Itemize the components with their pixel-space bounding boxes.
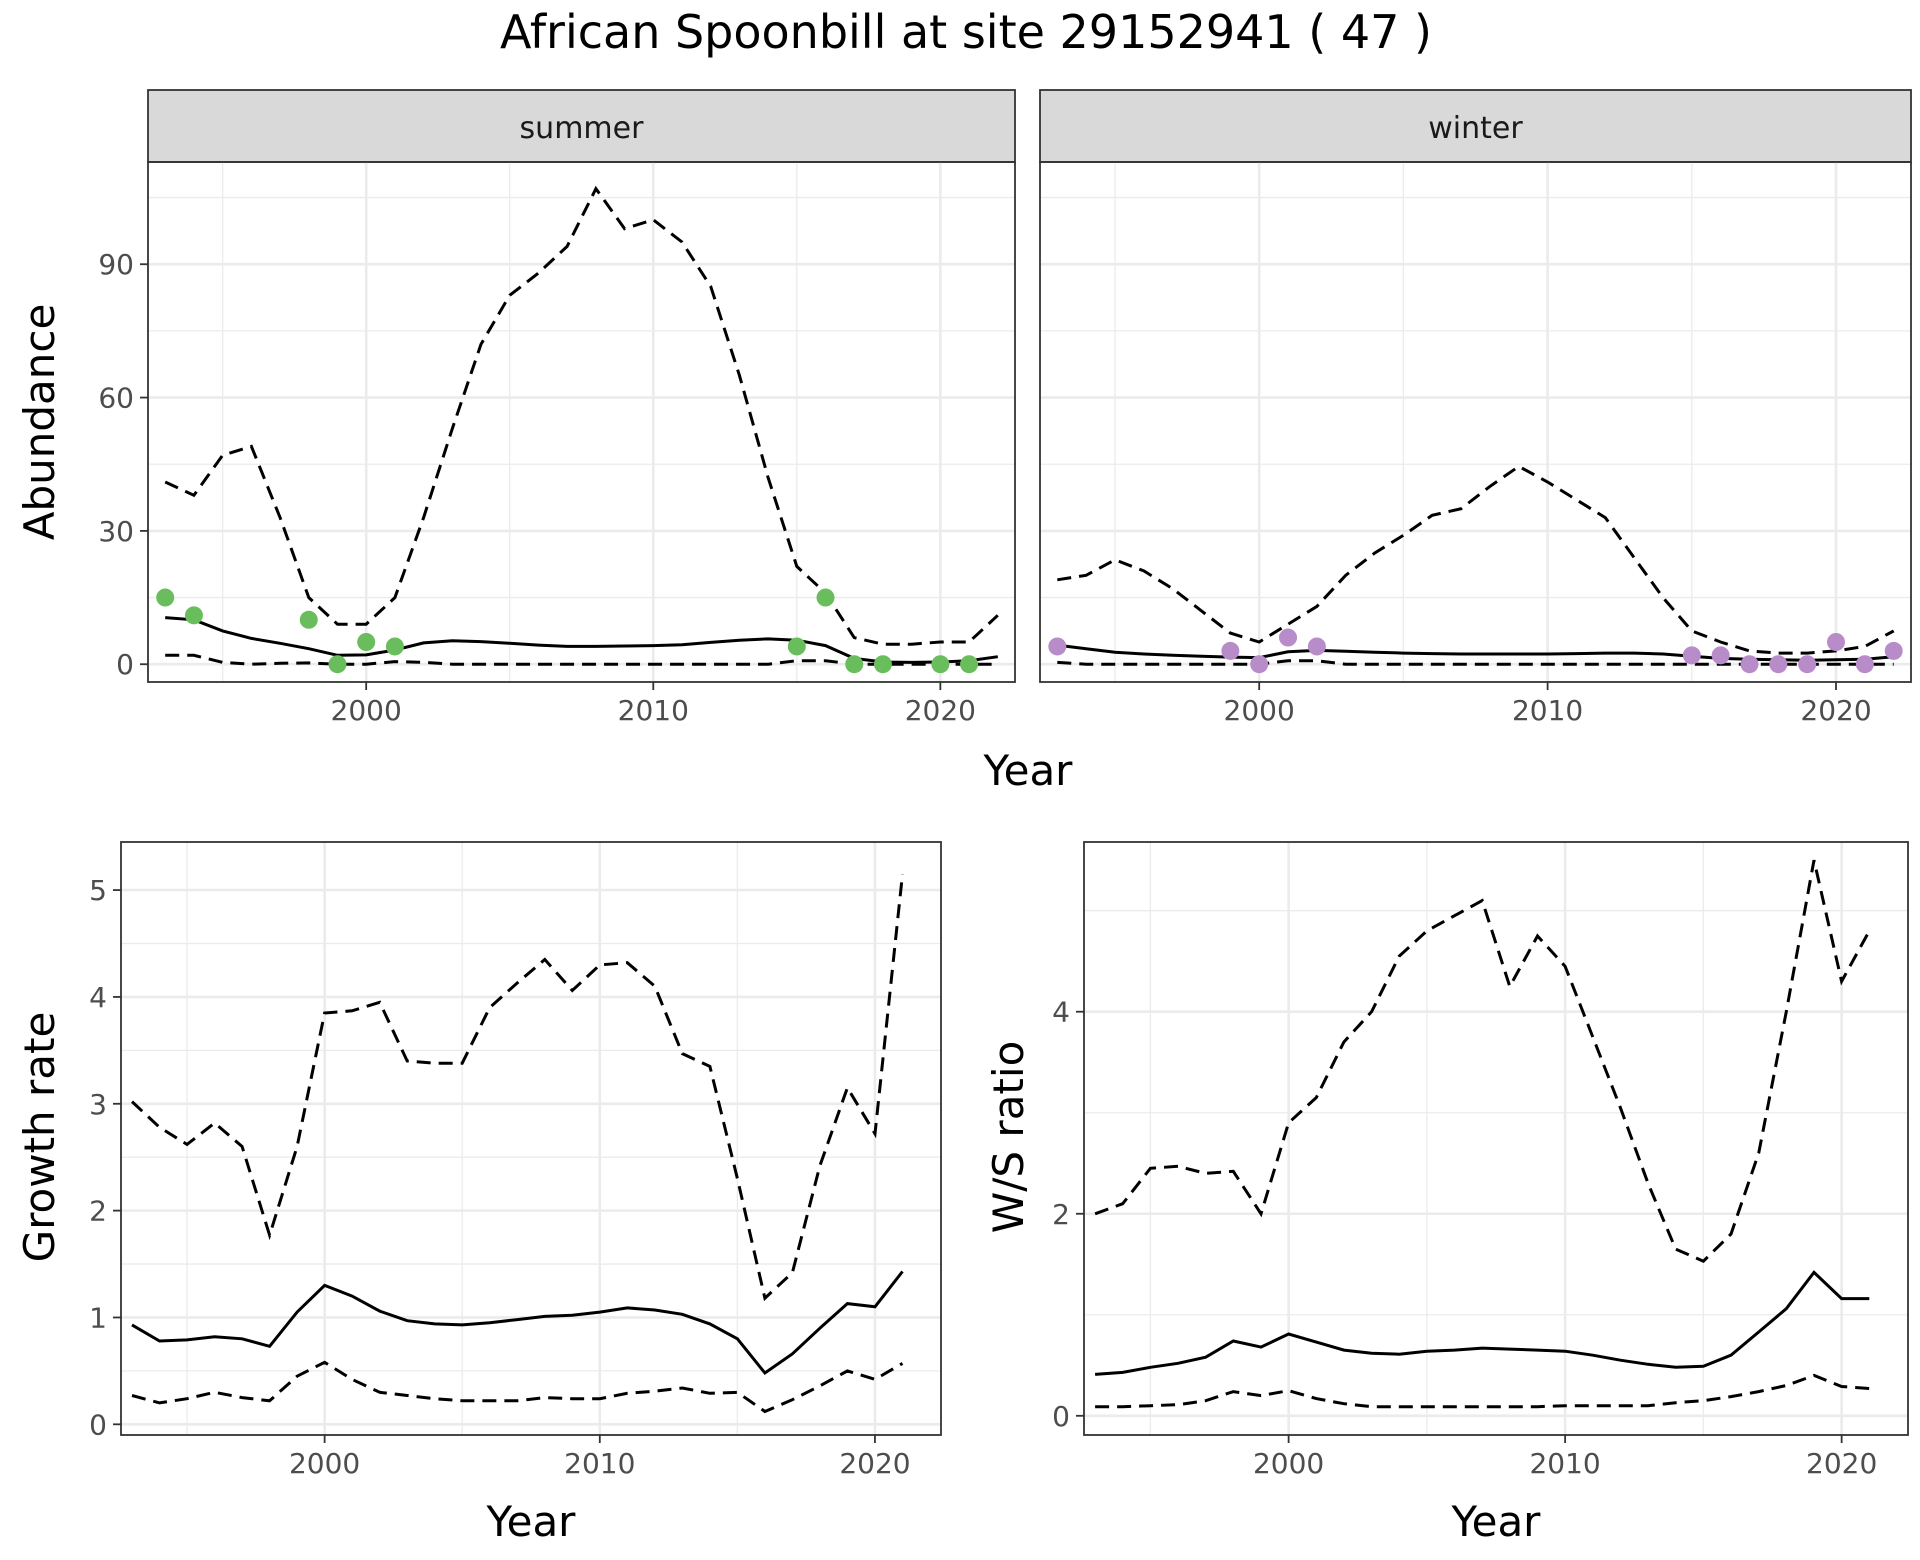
plot-area-abundance-winter: 2000 2010 2020 xyxy=(1039,161,1912,727)
strip-winter-label: winter xyxy=(1428,111,1523,146)
data-point xyxy=(960,655,979,674)
data-point xyxy=(299,610,318,629)
series-line-upper xyxy=(1057,464,1895,655)
data-point xyxy=(1884,641,1903,660)
series-line-lower xyxy=(1095,1373,1870,1409)
data-point xyxy=(385,637,404,656)
data-point xyxy=(1769,655,1788,674)
series-line-estimate xyxy=(131,1270,904,1376)
data-point xyxy=(1682,646,1701,665)
xlabel-ws-ratio: Year xyxy=(1451,1497,1542,1546)
x-tick-label: 2000 xyxy=(1224,694,1295,727)
y-tick-label: 90 xyxy=(98,248,134,281)
data-point xyxy=(357,633,376,651)
panel-border xyxy=(120,841,942,1436)
y-tick-label: 4 xyxy=(89,981,107,1014)
x-tick-label: 2000 xyxy=(1253,1447,1324,1480)
series-line-upper xyxy=(1094,859,1871,1263)
x-tick-label: 2000 xyxy=(289,1447,360,1480)
y-tick-label: 4 xyxy=(1052,996,1070,1029)
x-tick-label: 2020 xyxy=(839,1447,910,1480)
data-point xyxy=(1855,655,1874,674)
series-line-estimate xyxy=(1094,1270,1870,1376)
series-line-lower xyxy=(131,1360,904,1414)
data-point xyxy=(1279,628,1298,647)
x-tick-label: 2020 xyxy=(905,694,976,727)
series-line-upper xyxy=(130,873,904,1302)
y-tick-label: 3 xyxy=(89,1088,107,1121)
data-point xyxy=(1307,637,1326,656)
data-point xyxy=(1798,655,1817,674)
xlabel-top-year: Year xyxy=(983,746,1074,795)
ylabel-growth-rate: Growth rate xyxy=(15,1012,64,1263)
data-point xyxy=(873,655,892,674)
ylabel-ws-ratio: W/S ratio xyxy=(984,1041,1033,1234)
strip-winter xyxy=(1039,89,1912,163)
strip-summer-label: summer xyxy=(520,111,645,146)
x-tick-label: 2020 xyxy=(1806,1447,1877,1480)
data-point xyxy=(1250,655,1269,674)
panel-ws-ratio: 2000 2010 2020 0 2 4 W/S ratio Year xyxy=(984,841,1909,1546)
data-point xyxy=(1827,633,1846,651)
panel-growth-rate: 2000 2010 2020 0 1 2 3 4 5 Growth rate Year xyxy=(15,841,942,1546)
plot-area-ws-ratio: 2000 2010 2020 0 2 4 xyxy=(1052,841,1909,1480)
panel-abundance-winter: winter 2000 2010 2020 xyxy=(1039,89,1912,727)
x-tick-label: 2010 xyxy=(1529,1447,1600,1480)
data-point xyxy=(1711,646,1730,665)
panel-border xyxy=(147,161,1016,683)
data-point xyxy=(328,655,347,674)
data-point xyxy=(1048,637,1067,656)
figure-title: African Spoonbill at site 29152941 ( 47 … xyxy=(500,5,1432,59)
strip-summer xyxy=(147,89,1016,163)
panel-border xyxy=(1039,161,1912,683)
y-tick-label: 2 xyxy=(1052,1198,1070,1231)
data-point xyxy=(1221,641,1240,660)
y-tick-label: 0 xyxy=(116,648,134,681)
xlabel-growth-rate: Year xyxy=(486,1497,577,1546)
y-tick-label: 0 xyxy=(89,1408,107,1441)
x-tick-label: 2010 xyxy=(618,694,689,727)
y-tick-label: 0 xyxy=(1052,1400,1070,1433)
data-point xyxy=(845,655,864,674)
y-tick-label: 5 xyxy=(89,874,107,907)
y-tick-label: 60 xyxy=(98,382,134,415)
x-tick-label: 2010 xyxy=(564,1447,635,1480)
data-point xyxy=(931,655,950,674)
ylabel-abundance: Abundance xyxy=(15,304,64,541)
data-point xyxy=(787,637,806,656)
data-point xyxy=(1740,655,1759,674)
x-tick-label: 2020 xyxy=(1800,694,1871,727)
y-tick-label: 30 xyxy=(98,515,134,548)
x-tick-label: 2010 xyxy=(1512,694,1583,727)
plot-area-abundance-summer: 2000 2010 2020 0 30 60 90 xyxy=(98,161,1016,727)
y-tick-label: 1 xyxy=(89,1301,107,1334)
data-point xyxy=(184,606,203,625)
panel-abundance-summer: summer 2000 2010 2020 0 30 60 90 Abundance xyxy=(15,89,1016,727)
y-tick-label: 2 xyxy=(89,1195,107,1228)
data-point xyxy=(816,588,835,607)
x-tick-label: 2000 xyxy=(331,694,402,727)
plot-area-growth-rate: 2000 2010 2020 0 1 2 3 4 5 xyxy=(89,841,942,1480)
series-line-lower xyxy=(1057,659,1894,666)
data-point xyxy=(156,588,175,607)
panel-border xyxy=(1083,841,1909,1436)
